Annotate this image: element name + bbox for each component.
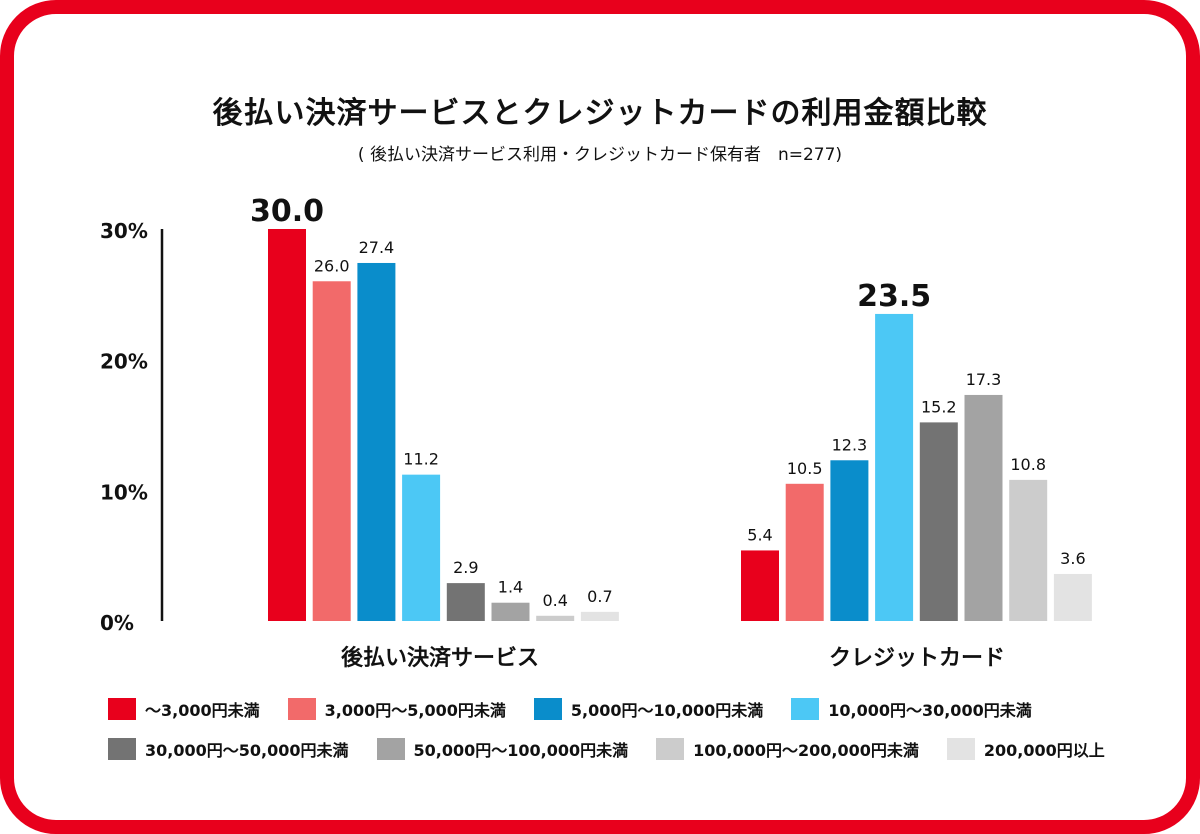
bar [964, 394, 1003, 621]
bar [402, 474, 441, 621]
bar-value-label: 2.9 [453, 558, 478, 577]
bar-value-label: 10.8 [1010, 455, 1046, 474]
legend-label: 3,000円〜5,000円未満 [324, 701, 506, 720]
legend-item: 10,000円〜30,000円未満 [791, 697, 1032, 721]
legend-swatch [108, 738, 136, 760]
legend-item: 5,000円〜10,000円未満 [533, 697, 764, 721]
legend-item: 50,000円〜100,000円未満 [376, 737, 629, 761]
bar [919, 422, 958, 621]
y-tick-label: 0% [100, 611, 134, 635]
legend-item: 200,000円以上 [946, 737, 1105, 761]
legend-label: 100,000円〜200,000円未満 [693, 741, 919, 760]
legend-label: 50,000円〜100,000円未満 [413, 741, 629, 760]
legend-label: 〜3,000円未満 [145, 701, 260, 720]
bar [830, 460, 869, 621]
bar-value-label: 12.3 [832, 435, 868, 454]
legend-item: 30,000円〜50,000円未満 [108, 737, 349, 761]
bar-value-label: 27.4 [359, 238, 395, 257]
bar-value-label: 30.0 [250, 194, 324, 229]
legend-label: 30,000円〜50,000円未満 [145, 741, 349, 760]
bar [491, 602, 530, 621]
bar-value-label: 26.0 [314, 256, 350, 275]
bar-value-label: 17.3 [966, 370, 1002, 389]
bar-value-label: 1.4 [498, 578, 523, 597]
legend-item: 〜3,000円未満 [108, 697, 260, 721]
legend-label: 5,000円〜10,000円未満 [570, 701, 764, 720]
bar-value-label: 3.6 [1060, 549, 1085, 568]
bar [357, 262, 396, 621]
chart-title: 後払い決済サービスとクレジットカードの利用金額比較 [212, 96, 988, 131]
bar-value-label: 23.5 [857, 279, 931, 314]
legend-label: 10,000円〜30,000円未満 [828, 701, 1032, 720]
bar-value-label: 0.7 [587, 587, 612, 606]
legend-swatch [287, 698, 316, 720]
legend-item: 100,000円〜200,000円未満 [656, 737, 919, 761]
legend-swatch [946, 738, 975, 760]
legend-swatch [533, 698, 562, 720]
bar [875, 313, 914, 621]
bar-value-label: 5.4 [747, 525, 772, 544]
legend-swatch [108, 698, 136, 720]
bar [268, 229, 306, 621]
legend-item: 3,000円〜5,000円未満 [287, 697, 506, 721]
bar [312, 281, 351, 621]
legend-swatch [791, 698, 820, 720]
bar [1053, 573, 1092, 621]
legend-row: 30,000円〜50,000円未満 50,000円〜100,000円未満 100… [108, 736, 1108, 762]
chart-legend: 〜3,000円未満 3,000円〜5,000円未満 5,000円〜10,000円… [108, 696, 1108, 776]
bar [446, 583, 485, 621]
category-label: クレジットカード [829, 646, 1005, 671]
bar [741, 550, 779, 621]
category-label: 後払い決済サービス [341, 645, 539, 671]
bar [536, 615, 575, 621]
legend-label: 200,000円以上 [983, 741, 1105, 760]
bar [580, 611, 619, 621]
legend-swatch [376, 738, 405, 760]
y-tick-label: 10% [100, 480, 148, 504]
y-tick-label: 30% [100, 219, 148, 243]
y-tick-label: 20% [100, 350, 148, 374]
chart-subtitle: ( 後払い決済サービス利用・クレジットカード保有者 n=277) [357, 145, 843, 165]
bar [785, 483, 824, 621]
legend-row: 〜3,000円未満 3,000円〜5,000円未満 5,000円〜10,000円… [108, 696, 1108, 722]
bar-value-label: 15.2 [921, 397, 957, 416]
bar [1009, 479, 1048, 621]
bar-value-label: 11.2 [403, 450, 439, 469]
bar-value-label: 10.5 [787, 459, 823, 478]
legend-swatch [656, 738, 685, 760]
bar-value-label: 0.4 [542, 591, 567, 610]
bar-chart: 0% 10% 20% 30% 30.0 26.0 27.4 11.2 2.9 1.4 0.4 0.7 後… [100, 194, 1092, 671]
